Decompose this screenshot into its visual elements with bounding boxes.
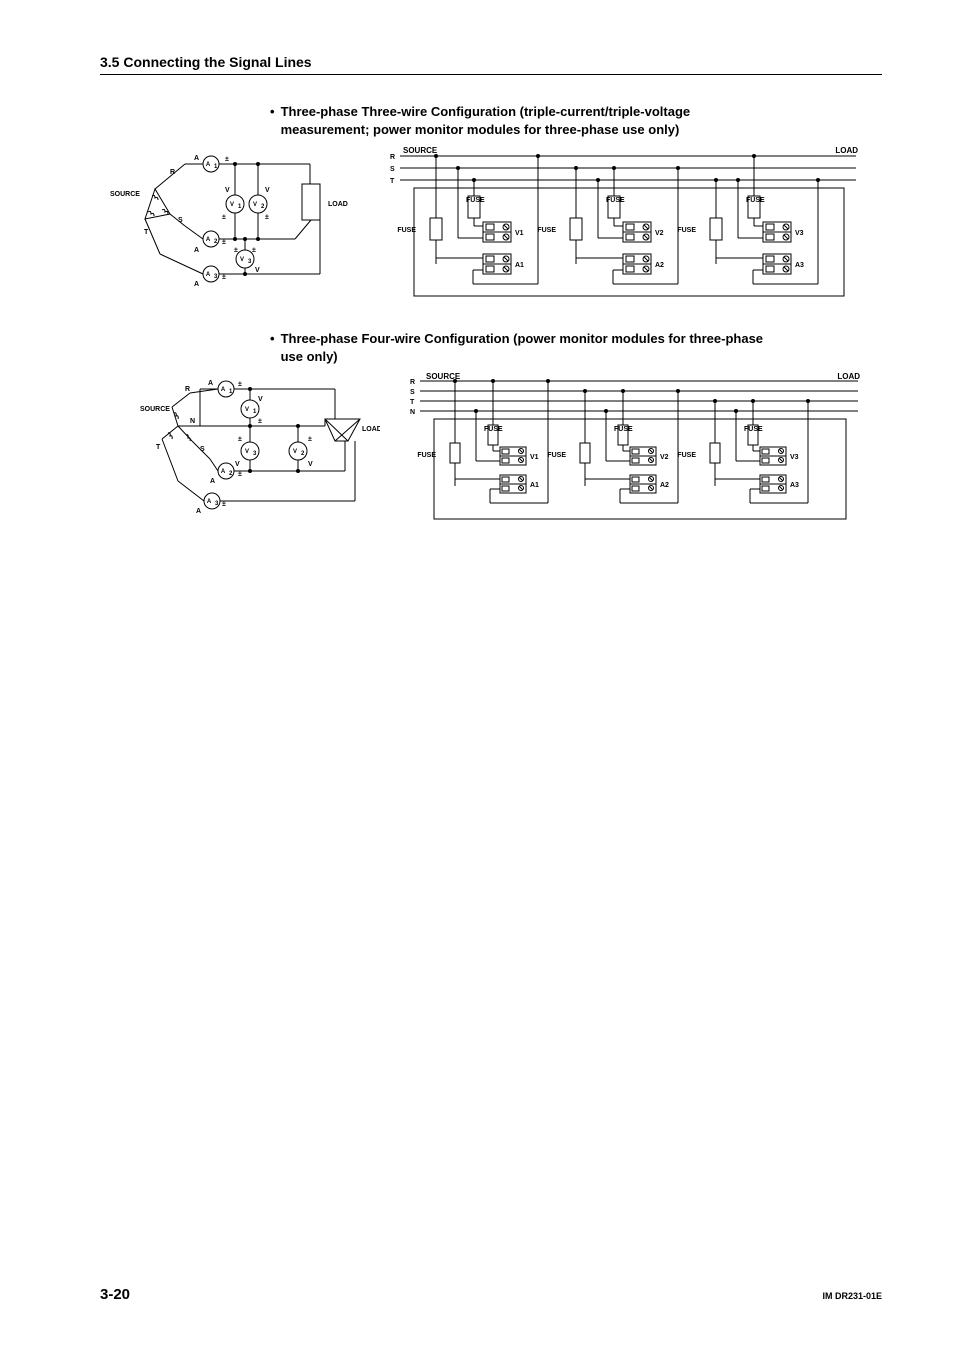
svg-text:V: V (265, 187, 270, 194)
svg-text:A3: A3 (795, 262, 804, 269)
svg-text:±: ± (225, 156, 229, 163)
svg-text:A: A (221, 469, 226, 475)
svg-text:LOAD: LOAD (328, 201, 348, 208)
svg-text:S: S (410, 389, 415, 396)
svg-text:SOURCE: SOURCE (403, 146, 438, 155)
svg-text:±: ± (222, 501, 226, 508)
svg-text:R: R (410, 379, 415, 386)
svg-text:LOAD: LOAD (362, 426, 380, 433)
schematic-3p4w-left: SOURCE LOAD R S T N A A A A1 A2 A3 V1 V3… (100, 371, 380, 531)
svg-text:V: V (253, 202, 257, 208)
page-number: 3-20 (100, 1286, 130, 1303)
svg-text:A: A (206, 162, 211, 168)
svg-text:V: V (235, 461, 240, 468)
svg-text:V1: V1 (515, 230, 524, 237)
svg-text:A: A (210, 478, 215, 485)
svg-text:FUSE: FUSE (397, 227, 416, 234)
svg-text:FUSE: FUSE (677, 452, 696, 459)
svg-text:R: R (170, 169, 175, 176)
svg-text:±: ± (222, 214, 226, 221)
config2-title: •Three-phase Four-wire Configuration (po… (270, 330, 882, 365)
svg-text:T: T (156, 444, 161, 451)
svg-text:S: S (390, 166, 395, 173)
svg-text:FUSE: FUSE (606, 197, 625, 204)
svg-text:V: V (255, 267, 260, 274)
svg-text:A1: A1 (515, 262, 524, 269)
svg-text:T: T (410, 399, 415, 406)
svg-text:±: ± (308, 436, 312, 443)
svg-text:±: ± (222, 239, 226, 246)
svg-text:V: V (240, 257, 244, 263)
svg-text:A: A (206, 272, 211, 278)
page-footer: 3-20 IM DR231-01E (100, 1286, 882, 1303)
svg-text:FUSE: FUSE (746, 197, 765, 204)
svg-text:A: A (221, 387, 226, 393)
svg-text:±: ± (258, 418, 262, 425)
svg-text:±: ± (238, 381, 242, 388)
svg-text:V: V (225, 187, 230, 194)
svg-text:A3: A3 (790, 482, 799, 489)
svg-text:N: N (190, 418, 195, 425)
svg-text:FUSE: FUSE (417, 452, 436, 459)
svg-text:FUSE: FUSE (537, 227, 556, 234)
svg-text:V3: V3 (795, 230, 804, 237)
svg-text:±: ± (234, 247, 238, 254)
svg-text:A: A (194, 247, 199, 254)
svg-text:A: A (196, 508, 201, 515)
svg-text:A1: A1 (530, 482, 539, 489)
svg-text:T: T (144, 229, 149, 236)
svg-text:V: V (293, 449, 297, 455)
svg-text:S: S (178, 217, 183, 224)
svg-text:V2: V2 (655, 230, 664, 237)
svg-text:A: A (194, 281, 199, 288)
svg-text:A: A (208, 380, 213, 387)
svg-text:LOAD: LOAD (835, 146, 858, 155)
svg-text:FUSE: FUSE (614, 426, 633, 433)
svg-text:V: V (230, 202, 234, 208)
wiring-3p4w-right: R S T N SOURCE LOAD FUSE FUSE FUSE FUSE … (398, 371, 878, 531)
svg-text:FUSE: FUSE (484, 426, 503, 433)
section-header: 3.5 Connecting the Signal Lines (100, 54, 882, 75)
doc-id: IM DR231-01E (822, 1291, 882, 1301)
wiring-3p3w-right: R S T SOURCE LOAD FUSE FUSE FUSE FUSE FU… (378, 144, 878, 304)
svg-text:V: V (258, 396, 263, 403)
svg-text:±: ± (222, 274, 226, 281)
svg-text:A: A (207, 499, 212, 505)
svg-text:±: ± (265, 214, 269, 221)
config1-title: •Three-phase Three-wire Configuration (t… (270, 103, 882, 138)
svg-text:R: R (185, 386, 190, 393)
svg-text:S: S (200, 446, 205, 453)
svg-text:V3: V3 (790, 454, 799, 461)
svg-text:±: ± (238, 471, 242, 478)
svg-text:A: A (194, 155, 199, 162)
svg-text:A2: A2 (655, 262, 664, 269)
svg-text:LOAD: LOAD (837, 372, 860, 381)
svg-text:FUSE: FUSE (677, 227, 696, 234)
schematic-3p3w-left: SOURCE LOAD R S T A A A A1 A2 A3 V1 V2 V… (100, 144, 360, 304)
svg-text:V2: V2 (660, 454, 669, 461)
svg-text:FUSE: FUSE (744, 426, 763, 433)
svg-text:A2: A2 (660, 482, 669, 489)
svg-text:V: V (308, 461, 313, 468)
svg-text:V: V (245, 407, 249, 413)
svg-text:FUSE: FUSE (547, 452, 566, 459)
svg-text:N: N (410, 409, 415, 416)
svg-text:R: R (390, 154, 395, 161)
svg-text:FUSE: FUSE (466, 197, 485, 204)
svg-text:T: T (390, 178, 395, 185)
svg-text:V: V (245, 449, 249, 455)
svg-text:SOURCE: SOURCE (426, 372, 461, 381)
svg-text:SOURCE: SOURCE (110, 191, 140, 198)
svg-text:A: A (206, 237, 211, 243)
svg-text:SOURCE: SOURCE (140, 406, 170, 413)
svg-text:V1: V1 (530, 454, 539, 461)
svg-text:±: ± (252, 247, 256, 254)
svg-text:±: ± (238, 436, 242, 443)
diagram-row-2: SOURCE LOAD R S T N A A A A1 A2 A3 V1 V3… (100, 371, 882, 531)
diagram-row-1: SOURCE LOAD R S T A A A A1 A2 A3 V1 V2 V… (100, 144, 882, 304)
